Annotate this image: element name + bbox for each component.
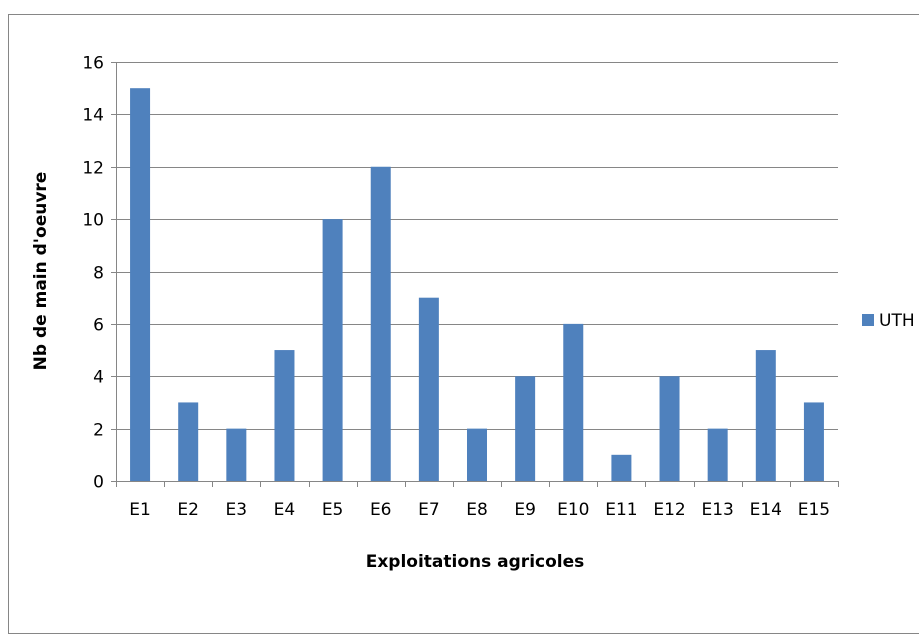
bar-e14 xyxy=(755,350,776,481)
y-tick-label: 6 xyxy=(93,316,104,336)
bar-e9 xyxy=(515,376,536,481)
x-tick-label: E11 xyxy=(605,500,637,520)
x-tick-label: E2 xyxy=(177,500,199,520)
legend: UTH xyxy=(862,311,915,331)
bar-e11 xyxy=(611,454,632,481)
bar-e6 xyxy=(370,166,391,481)
x-tick-label: E7 xyxy=(418,500,440,520)
bar-e5 xyxy=(322,219,343,481)
axes xyxy=(116,62,839,487)
bar-e10 xyxy=(563,323,584,481)
legend-label-uth: UTH xyxy=(879,311,915,331)
x-tick-label: E14 xyxy=(750,500,782,520)
x-tick-label: E1 xyxy=(129,500,151,520)
x-tick-label: E5 xyxy=(322,500,344,520)
y-tick-label: 0 xyxy=(93,473,104,493)
x-tick-label: E12 xyxy=(653,500,685,520)
y-tick-label: 14 xyxy=(82,106,104,126)
bar-e4 xyxy=(274,350,295,481)
legend-swatch-uth xyxy=(862,314,874,326)
bars xyxy=(130,88,824,481)
x-tick-label: E9 xyxy=(514,500,536,520)
x-tick-label: E13 xyxy=(701,500,733,520)
y-tick-labels: 0 2 4 6 8 10 12 14 16 xyxy=(82,54,104,493)
bar-e12 xyxy=(659,376,680,481)
x-tick-label: E3 xyxy=(226,500,248,520)
y-tick-label: 16 xyxy=(82,54,104,74)
y-tick-label: 4 xyxy=(93,368,104,388)
bar-e7 xyxy=(418,297,439,481)
y-tick-label: 8 xyxy=(93,264,104,284)
x-tick-label: E8 xyxy=(466,500,488,520)
bar-e8 xyxy=(467,428,487,481)
y-tick-label: 12 xyxy=(82,159,104,179)
x-tick-label: E15 xyxy=(798,500,830,520)
gridlines xyxy=(111,62,838,482)
x-tick-label: E4 xyxy=(274,500,296,520)
bar-e1 xyxy=(130,88,151,481)
x-tick-labels: E1 E2 E3 E4 E5 E6 E7 E8 E9 E10 E11 E12 E13 E14 E15 xyxy=(129,500,830,520)
bar-e2 xyxy=(178,402,199,481)
x-axis-title: Exploitations agricoles xyxy=(366,552,585,572)
bar-e3 xyxy=(226,428,247,481)
y-tick-label: 10 xyxy=(82,211,104,231)
bar-e15 xyxy=(803,402,824,481)
bar-e13 xyxy=(707,428,728,481)
x-tick-label: E10 xyxy=(557,500,589,520)
x-tick-label: E6 xyxy=(370,500,392,520)
y-tick-label: 2 xyxy=(93,421,104,441)
y-axis-title: Nb de main d'oeuvre xyxy=(31,172,51,371)
